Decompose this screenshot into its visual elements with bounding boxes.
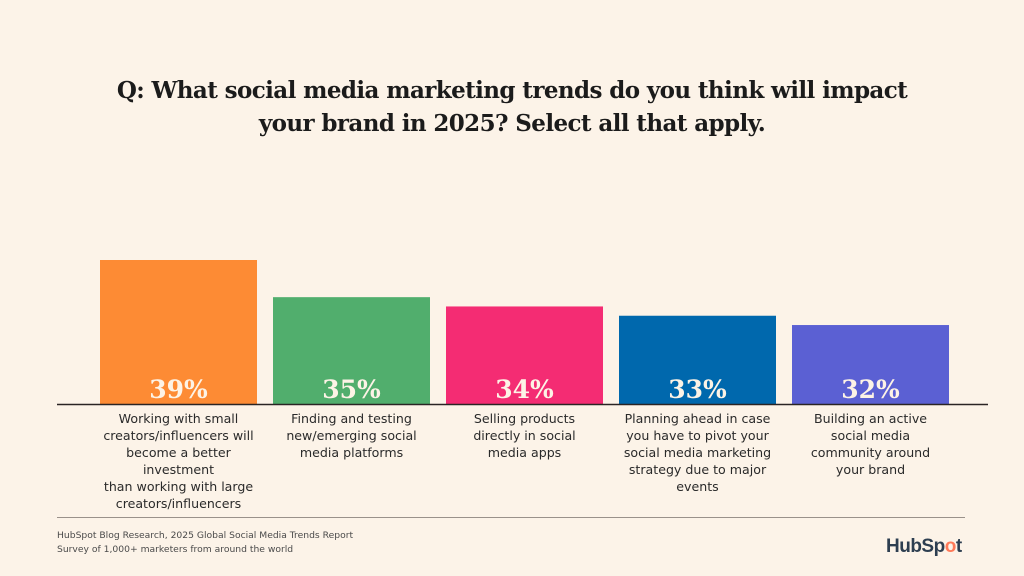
category-label-line: become a better investment (126, 445, 231, 477)
category-label-line: social media marketing (623, 445, 772, 460)
category-label-line: creators/influencers (115, 496, 242, 511)
category-label-line: community around (810, 445, 931, 460)
category-label-line: creators/influencers will (103, 428, 254, 443)
category-label-line: media apps (487, 445, 562, 460)
category-label-1: Working with small creators/influencers w… (94, 410, 264, 512)
category-label-line: Selling products (473, 411, 576, 426)
category-label-line: Finding and testing (291, 411, 412, 426)
category-label-line: social media (830, 428, 911, 443)
category-label-line: events (676, 479, 719, 494)
source-line-2: Survey of 1,000+ marketers from around t… (57, 543, 294, 555)
value-label-3: 34% (495, 375, 554, 404)
category-label-line: than working with large (103, 479, 254, 494)
bar-1 (100, 260, 257, 404)
bar-3 (446, 306, 603, 404)
category-label-line: you have to pivot your (626, 428, 769, 443)
category-label-line: your brand (835, 462, 906, 477)
sprocket-icon: o (944, 536, 957, 557)
footer-divider (57, 517, 965, 518)
value-label-4: 33% (668, 375, 727, 404)
value-label-1: 39% (149, 375, 208, 404)
category-label-line: strategy due to major (628, 462, 767, 477)
category-label-2: Finding and testing new/emerging social me… (267, 410, 437, 461)
chart-title-line-1: Q: What social media marketing trends do… (116, 77, 908, 104)
source-note: HubSpot Blog Research, 2025 Global Socia… (57, 529, 353, 556)
category-label-line: Building an active (813, 411, 928, 426)
value-label-2: 35% (322, 375, 381, 404)
category-label-3: Selling products directly in social media … (440, 410, 610, 461)
value-label-5: 32% (841, 375, 900, 404)
category-label-line: Planning ahead in case (624, 411, 771, 426)
category-label-line: Working with small (118, 411, 239, 426)
bar-5 (792, 325, 949, 404)
hubspot-logo: HubSpot (886, 536, 962, 557)
category-label-line: media platforms (299, 445, 404, 460)
category-label-5: Building an active social media community … (786, 410, 956, 478)
category-label-4: Planning ahead in case you have to pivot … (613, 410, 783, 495)
category-label-line: directly in social (473, 428, 576, 443)
source-line-1: HubSpot Blog Research, 2025 Global Socia… (57, 530, 354, 541)
chart-title: Q: What social media marketing trends do… (0, 74, 1024, 140)
chart-title-line-2: your brand in 2025? Select all that appl… (258, 110, 766, 137)
category-label-line: new/emerging social (286, 428, 417, 443)
bar-2 (273, 297, 430, 404)
bar-4 (619, 315, 776, 404)
